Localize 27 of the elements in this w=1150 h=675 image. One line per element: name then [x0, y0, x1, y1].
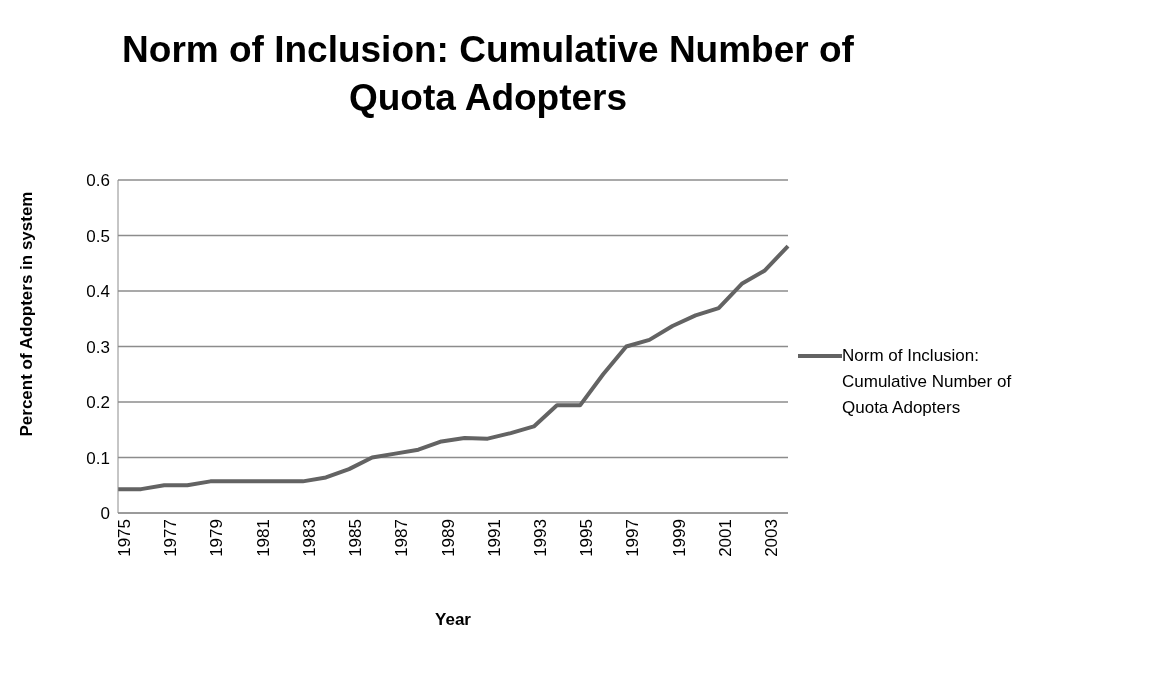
x-tick-label: 1991 — [484, 519, 504, 557]
x-tick-label: 1995 — [577, 519, 597, 557]
y-tick-label: 0.3 — [86, 337, 110, 357]
x-tick-label: 1977 — [161, 519, 181, 557]
x-tick-label: 1985 — [346, 519, 366, 557]
line-series — [116, 244, 790, 492]
chart-title: Norm of Inclusion: Cumulative Number of Quota Adopters — [121, 28, 855, 120]
y-tick-label: 0.2 — [86, 393, 110, 413]
x-tick-label: 1993 — [530, 519, 550, 557]
y-tick-label: 0.4 — [86, 282, 110, 302]
y-tick-label: 0 — [100, 504, 110, 524]
x-tick-label: 1989 — [438, 519, 458, 557]
legend-label: Norm of Inclusion: Cumulative Number of Quota Adopters — [842, 345, 1013, 419]
y-tick-label: 0.1 — [86, 448, 110, 468]
y-tick-label: 0.6 — [86, 171, 110, 191]
x-tick-label: 1983 — [299, 519, 319, 557]
x-tick-label: 1987 — [392, 519, 412, 557]
x-tick-label: 1999 — [669, 519, 689, 557]
y-axis-title: Percent of Adopters in system — [17, 191, 37, 437]
x-tick-label: 1979 — [207, 519, 227, 557]
x-tick-label: 1997 — [623, 519, 643, 557]
x-tick-label: 2001 — [715, 519, 735, 557]
x-tick-label: 1975 — [115, 519, 135, 557]
y-tick-label: 0.5 — [86, 226, 110, 246]
x-tick-label: 1981 — [253, 519, 273, 557]
x-axis-title: Year — [435, 610, 472, 629]
x-tick-label: 2003 — [761, 519, 781, 557]
